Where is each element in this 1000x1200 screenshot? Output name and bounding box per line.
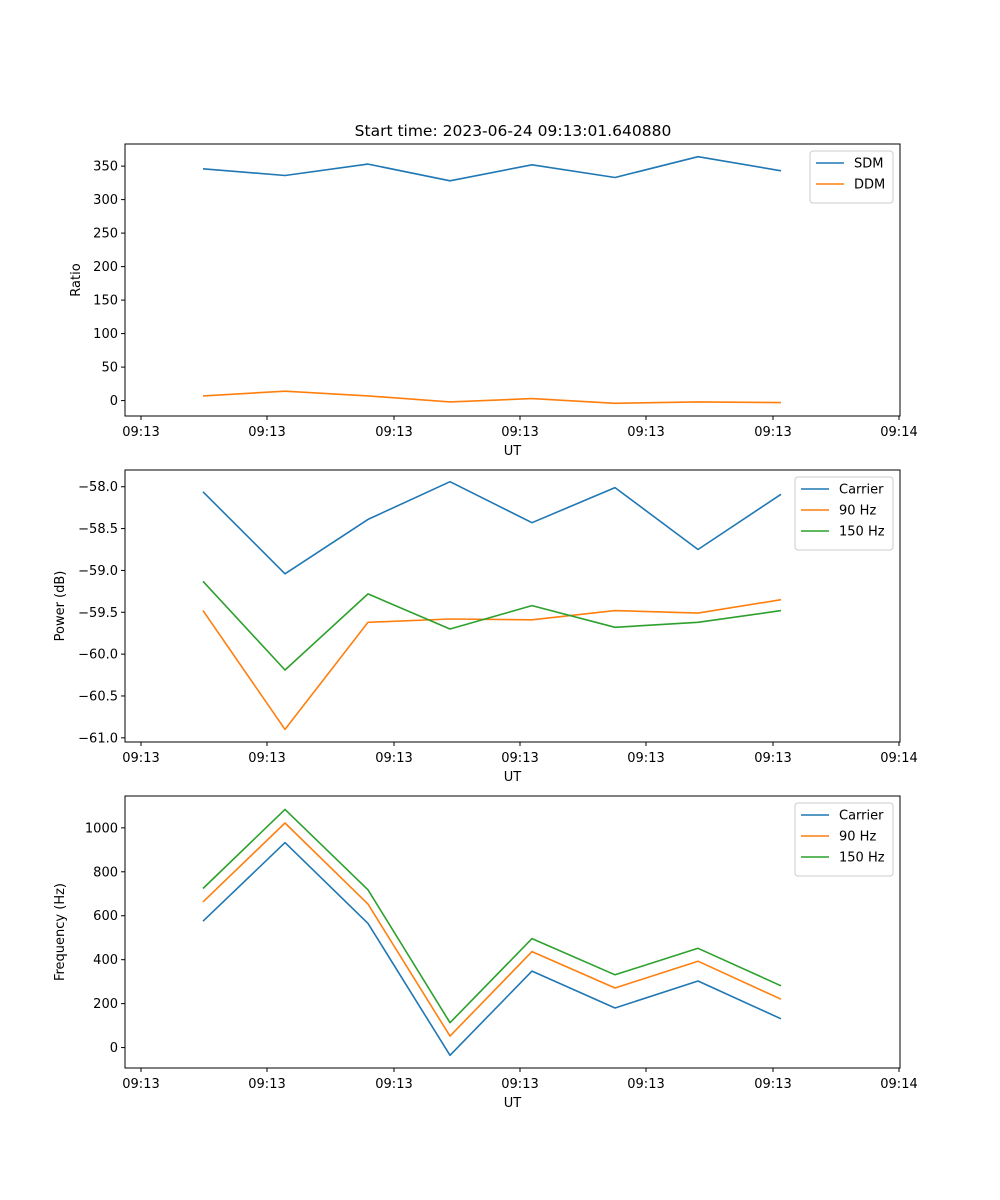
chart-panel-2: −61.0 −60.5 −60.0 −59.5 −59.0 −58.5 −58.0 09:13… [53, 469, 918, 785]
legend-entry: SDM [854, 157, 883, 172]
x-tick-label: 09:13 [122, 1077, 159, 1092]
y-tick-label: 250 [93, 227, 118, 242]
legend-entry: DDM [854, 178, 885, 193]
series-line-150-hz [202, 580, 782, 671]
y-tick-label: 0 [110, 394, 118, 409]
x-tick-label: 09:13 [375, 1077, 412, 1092]
y-tick-label: 600 [93, 909, 118, 924]
series-line-sdm [202, 155, 782, 182]
x-tick-label: 09:14 [880, 425, 917, 440]
chart-panel-1: 0 50 100 150 200 250 300 350 09:13 09:13 09:13 09:1… [69, 143, 918, 459]
x-axis-label: UT [504, 444, 522, 459]
y-tick-label: −59.0 [78, 564, 118, 579]
series-line-carrier [202, 841, 782, 1057]
x-tick-label: 09:13 [122, 425, 159, 440]
y-tick-label: 300 [93, 193, 118, 208]
y-tick-label: −60.0 [78, 648, 118, 663]
y-tick-label: −60.5 [78, 689, 118, 704]
series-line-carrier [202, 480, 782, 575]
x-tick-label: 09:13 [248, 751, 285, 766]
legend-entry: 90 Hz [839, 830, 876, 845]
plot-frame [124, 795, 901, 1069]
y-tick-label: 200 [93, 997, 118, 1012]
legend: Carrier 90 Hz 150 Hz [794, 802, 894, 877]
legend-entry: 150 Hz [839, 525, 885, 540]
figure-title: Start time: 2023-06-24 09:13:01.640880 [355, 122, 672, 140]
x-tick-label: 09:13 [248, 425, 285, 440]
y-axis-label: Ratio [69, 263, 84, 296]
legend: SDM DDM [809, 150, 894, 204]
series-line-90-hz [202, 822, 782, 1037]
x-tick-label: 09:14 [880, 751, 917, 766]
y-tick-label: 50 [101, 361, 118, 376]
x-tick-label: 09:13 [122, 751, 159, 766]
x-tick-label: 09:13 [627, 425, 664, 440]
x-tick-label: 09:13 [375, 425, 412, 440]
series-line-ddm [202, 390, 782, 405]
x-tick-label: 09:13 [754, 1077, 791, 1092]
y-tick-label: −59.5 [78, 606, 118, 621]
y-tick-label: −61.0 [78, 731, 118, 746]
y-tick-label: 400 [93, 953, 118, 968]
y-axis-label: Power (dB) [53, 571, 68, 642]
legend-entry: 90 Hz [839, 504, 876, 519]
x-axis-label: UT [504, 770, 522, 785]
y-tick-label: −58.0 [78, 480, 118, 495]
x-tick-label: 09:13 [627, 1077, 664, 1092]
series-line-90-hz [202, 598, 782, 731]
x-tick-label: 09:13 [501, 751, 538, 766]
legend-entry: Carrier [839, 809, 884, 824]
legend-box [809, 150, 894, 204]
x-tick-label: 09:13 [501, 425, 538, 440]
plot-frame [124, 469, 901, 743]
x-tick-label: 09:14 [880, 1077, 917, 1092]
x-tick-label: 09:13 [375, 751, 412, 766]
y-tick-label: 1000 [85, 821, 118, 836]
legend: Carrier 90 Hz 150 Hz [794, 476, 894, 551]
x-tick-label: 09:13 [501, 1077, 538, 1092]
chart-panel-3: 0 200 400 600 800 1000 09:13 09:13 09:13 09:13 09:… [53, 795, 918, 1111]
plot-frame [124, 143, 901, 417]
y-tick-label: 800 [93, 865, 118, 880]
x-tick-label: 09:13 [248, 1077, 285, 1092]
y-tick-label: 0 [110, 1041, 118, 1056]
y-tick-label: 350 [93, 160, 118, 175]
y-tick-label: −58.5 [78, 522, 118, 537]
x-tick-label: 09:13 [754, 751, 791, 766]
y-axis-label: Frequency (Hz) [53, 883, 68, 981]
x-tick-label: 09:13 [627, 751, 664, 766]
x-tick-label: 09:13 [754, 425, 791, 440]
plots: 0 50 100 150 200 250 300 350 09:13 09:13 09:13 09:1… [53, 143, 918, 1111]
series-line-150-hz [202, 808, 782, 1024]
y-tick-label: 100 [93, 327, 118, 342]
y-tick-label: 200 [93, 260, 118, 275]
legend-entry: 150 Hz [839, 851, 885, 866]
legend-entry: Carrier [839, 483, 884, 498]
x-axis-label: UT [504, 1096, 522, 1111]
y-tick-label: 150 [93, 294, 118, 309]
